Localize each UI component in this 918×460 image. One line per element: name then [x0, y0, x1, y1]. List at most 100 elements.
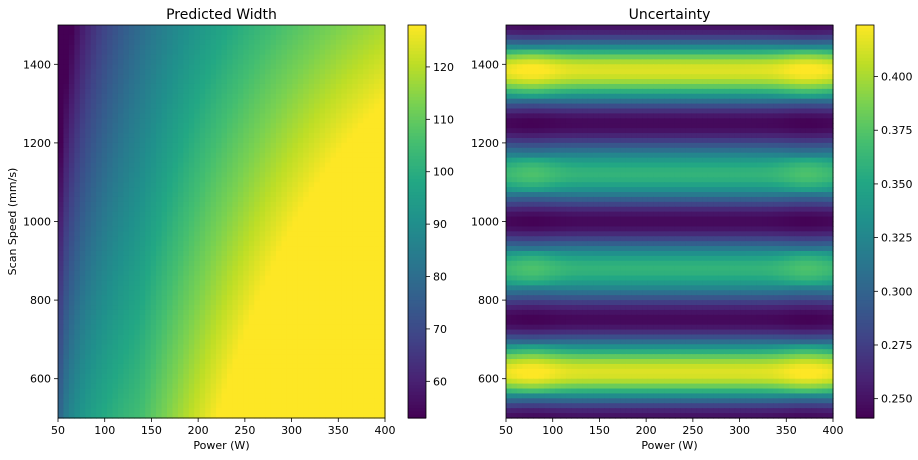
heatmap-cell	[276, 44, 283, 51]
heatmap-cell	[85, 177, 92, 183]
heatmap-cell	[156, 403, 163, 409]
heatmap-cell	[308, 201, 315, 208]
heatmap-cell	[112, 393, 119, 399]
heatmap-cell	[221, 265, 228, 272]
heatmap-cell	[341, 88, 348, 95]
heatmap-cell	[139, 359, 146, 365]
heatmap-cell	[79, 344, 86, 350]
heatmap-cell	[308, 25, 315, 31]
heatmap-cell	[308, 88, 315, 95]
heatmap-cell	[112, 344, 119, 350]
heatmap-cell	[237, 236, 244, 242]
heatmap-cell	[379, 285, 386, 291]
heatmap-cell	[79, 329, 86, 336]
heatmap-cell	[90, 226, 97, 232]
heatmap-cell	[314, 142, 321, 149]
heatmap-cell	[363, 344, 370, 350]
heatmap-cell	[286, 300, 293, 306]
heatmap-cell	[265, 74, 272, 80]
heatmap-cell	[63, 363, 70, 370]
y-tick-label: 1000	[23, 216, 51, 229]
heatmap-cell	[96, 152, 103, 159]
heatmap-cell	[303, 98, 310, 105]
heatmap-cell	[161, 241, 168, 247]
heatmap-cell	[107, 44, 114, 51]
heatmap-cell	[90, 108, 97, 115]
colorbar-step	[408, 90, 426, 95]
heatmap-cell	[237, 398, 244, 404]
heatmap-cell	[199, 133, 206, 139]
heatmap-cell	[374, 363, 381, 370]
heatmap-cell	[188, 309, 195, 316]
heatmap-cell	[63, 29, 70, 36]
heatmap-cell	[134, 398, 141, 404]
heatmap-cell	[248, 59, 255, 65]
heatmap-cell	[161, 329, 168, 336]
heatmap-cell	[254, 133, 261, 139]
heatmap-cell	[368, 349, 375, 355]
heatmap-cell	[63, 295, 70, 301]
heatmap-cell	[265, 93, 272, 100]
heatmap-cell	[85, 363, 92, 370]
heatmap-cell	[335, 319, 342, 326]
heatmap-cell	[205, 172, 212, 178]
heatmap-cell	[379, 211, 386, 218]
heatmap-cell	[134, 270, 141, 277]
heatmap-cell	[101, 206, 108, 213]
heatmap-cell	[172, 334, 179, 340]
heatmap-cell	[341, 177, 348, 183]
heatmap-cell	[145, 408, 152, 414]
heatmap-cell	[96, 147, 103, 154]
heatmap-cell	[237, 113, 244, 119]
heatmap-cell	[319, 368, 326, 375]
heatmap-cell	[134, 167, 141, 173]
heatmap-cell	[265, 196, 272, 203]
heatmap-cell	[341, 305, 348, 311]
heatmap-cell	[188, 344, 195, 350]
heatmap-cell	[150, 241, 157, 247]
heatmap-cell	[161, 359, 168, 365]
heatmap-cell	[68, 142, 75, 149]
heatmap-cell	[259, 226, 266, 232]
heatmap-cell	[303, 241, 310, 247]
heatmap-cell	[292, 275, 299, 282]
heatmap-cell	[265, 403, 272, 409]
heatmap-cell	[90, 177, 97, 183]
heatmap-cell	[335, 324, 342, 331]
heatmap-cell	[232, 113, 239, 119]
heatmap-cell	[74, 93, 81, 100]
heatmap-cell	[194, 157, 201, 164]
heatmap-cell	[210, 113, 217, 119]
heatmap-cell	[188, 388, 195, 395]
heatmap-cell	[101, 133, 108, 139]
heatmap-cell	[352, 118, 359, 124]
heatmap-cell	[161, 157, 168, 164]
heatmap-cell	[243, 363, 250, 370]
heatmap-cell	[226, 69, 233, 75]
colorbar-step	[408, 313, 426, 318]
heatmap-cell	[117, 216, 124, 223]
heatmap-cell	[221, 211, 228, 218]
heatmap-cell	[112, 142, 119, 149]
heatmap-cell	[112, 192, 119, 198]
heatmap-cell	[161, 216, 168, 223]
heatmap-cell	[172, 98, 179, 105]
heatmap-cell	[335, 344, 342, 350]
heatmap-cell	[85, 88, 92, 95]
heatmap-cell	[139, 201, 146, 208]
heatmap-cell	[216, 221, 223, 228]
heatmap-cell	[139, 413, 146, 419]
heatmap-cell	[314, 236, 321, 242]
heatmap-cell	[101, 270, 108, 277]
heatmap-cell	[237, 295, 244, 301]
heatmap-cell	[85, 216, 92, 223]
colorbar-step	[408, 116, 426, 121]
heatmap-cell	[85, 388, 92, 395]
heatmap-cell	[319, 260, 326, 267]
heatmap-cell	[85, 206, 92, 213]
heatmap-cell	[194, 137, 201, 144]
heatmap-cell	[156, 133, 163, 139]
heatmap-cell	[368, 98, 375, 105]
colorbar-step	[408, 175, 426, 180]
heatmap-cell	[226, 319, 233, 326]
